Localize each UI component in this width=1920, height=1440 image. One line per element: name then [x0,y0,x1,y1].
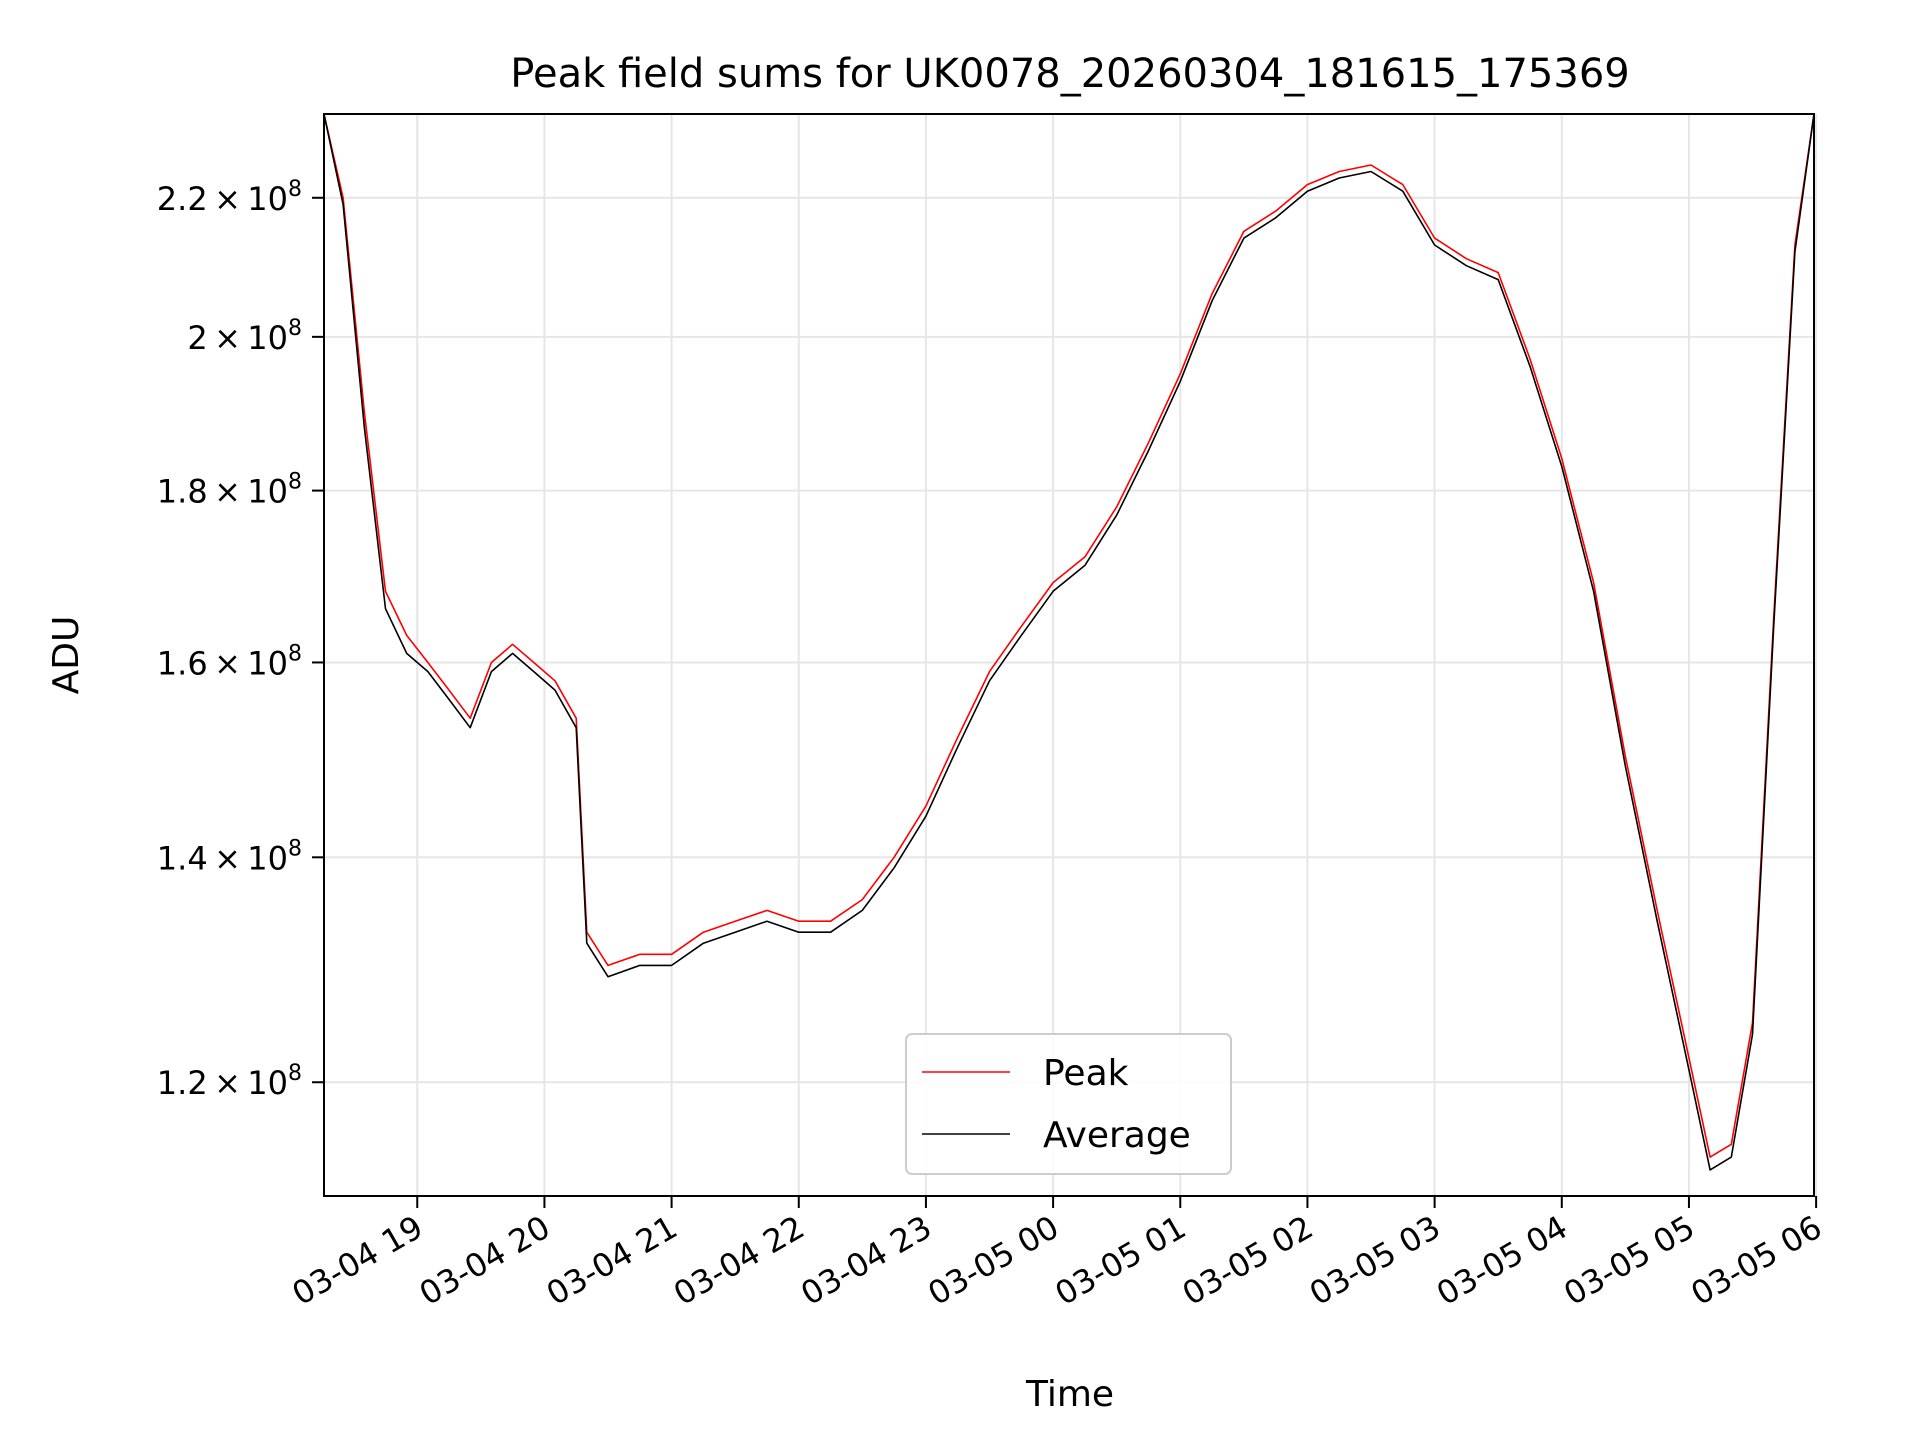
x-axis-label: Time [1025,1374,1114,1415]
y-tick-label: 2 × 108 [187,316,302,357]
y-tick-mantissa: 1.4 [157,839,208,877]
series-group [324,114,1814,1171]
plot-area [324,114,1814,1171]
y-tick-label: 1.4 × 108 [157,836,302,877]
legend-label-peak: Peak [1043,1053,1129,1094]
y-tick-times: × [208,319,248,357]
y-tick-mantissa: 2.2 [157,180,208,218]
y-tick-label: 1.2 × 108 [157,1061,302,1102]
y-tick-times: × [208,839,248,877]
y-tick-exponent: 8 [288,177,302,202]
y-tick-base: 10 [247,1064,288,1102]
y-tick-label: 1.6 × 108 [157,641,302,682]
legend: Peak Average [905,1033,1232,1175]
y-tick-times: × [208,1064,248,1102]
y-tick-exponent: 8 [288,1061,302,1086]
legend-box [905,1033,1232,1175]
series-line-peak [324,114,1814,1158]
y-tick-mantissa: 1.2 [157,1064,208,1102]
y-tick-exponent: 8 [288,316,302,341]
y-tick-mantissa: 2 [187,319,207,357]
axes-frame [323,113,1815,1197]
y-tick-times: × [208,644,248,682]
y-tick-label: 2.2 × 108 [157,177,302,218]
y-tick-exponent: 8 [288,641,302,666]
y-tick-exponent: 8 [288,470,302,495]
legend-label-average: Average [1043,1115,1191,1156]
y-tick-base: 10 [247,319,288,357]
y-tick-base: 10 [247,839,288,877]
y-tick-base: 10 [247,473,288,511]
y-tick-mantissa: 1.6 [157,644,208,682]
y-tick-mantissa: 1.8 [157,473,208,511]
y-tick-base: 10 [247,180,288,218]
series-line-average [324,114,1814,1171]
chart-title: Peak field sums for UK0078_20260304_1816… [510,51,1629,97]
y-tick-exponent: 8 [288,836,302,861]
y-tick-times: × [208,473,248,511]
y-tick-base: 10 [247,644,288,682]
y-tick-times: × [208,180,248,218]
y-axis-label: ADU [46,616,87,695]
y-tick-label: 1.8 × 108 [157,470,302,511]
